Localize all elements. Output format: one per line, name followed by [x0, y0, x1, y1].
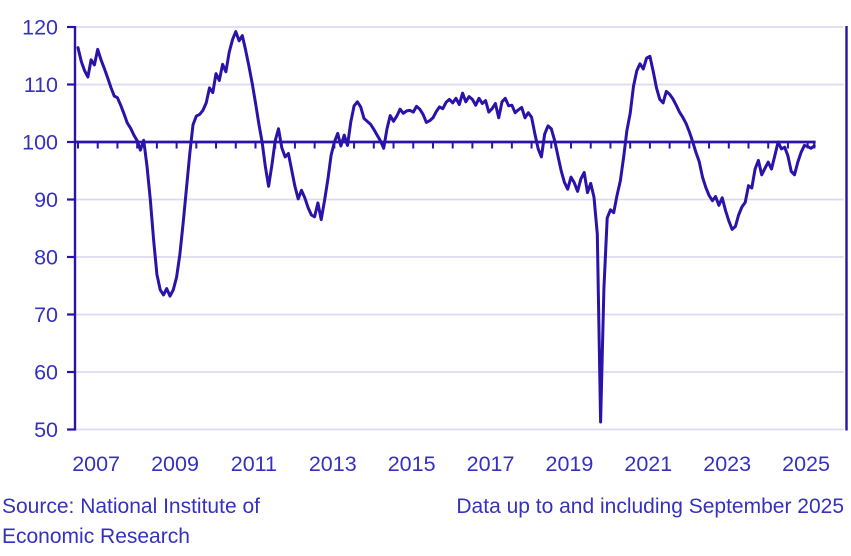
y-tick-label: 50: [34, 418, 58, 442]
y-tick-label: 90: [34, 188, 58, 212]
y-tick-label: 110: [24, 73, 58, 97]
y-tick-label: 80: [34, 246, 58, 270]
x-tick-label: 2011: [231, 452, 277, 476]
x-tick-label: 2019: [545, 452, 593, 476]
data-coverage-note: Data up to and including September 2025: [456, 495, 844, 518]
y-tick-label: 100: [22, 131, 58, 155]
y-tick-label: 60: [34, 361, 58, 385]
x-tick-label: 2007: [72, 452, 120, 476]
x-tick-label: 2015: [388, 452, 436, 476]
source-note: Source: National Institute of Economic R…: [2, 492, 260, 552]
x-tick-label: 2009: [151, 452, 199, 476]
line-chart: 50 60 70 80 90 100 110 120 2007 2009 2011 2013 2015 2…: [22, 16, 848, 476]
x-tick-label: 2021: [624, 452, 672, 476]
y-tick-label: 70: [34, 303, 58, 327]
eti-series-line: [76, 30, 816, 424]
y-tick-label: 120: [22, 16, 58, 40]
x-tick-label: 2025: [782, 452, 830, 476]
x-tick-label: 2023: [703, 452, 751, 476]
x-tick-label: 2013: [309, 452, 357, 476]
source-line-2: Economic Research: [2, 525, 190, 548]
source-line-1: Source: National Institute of: [2, 495, 260, 518]
x-tick-label: 2017: [467, 452, 515, 476]
